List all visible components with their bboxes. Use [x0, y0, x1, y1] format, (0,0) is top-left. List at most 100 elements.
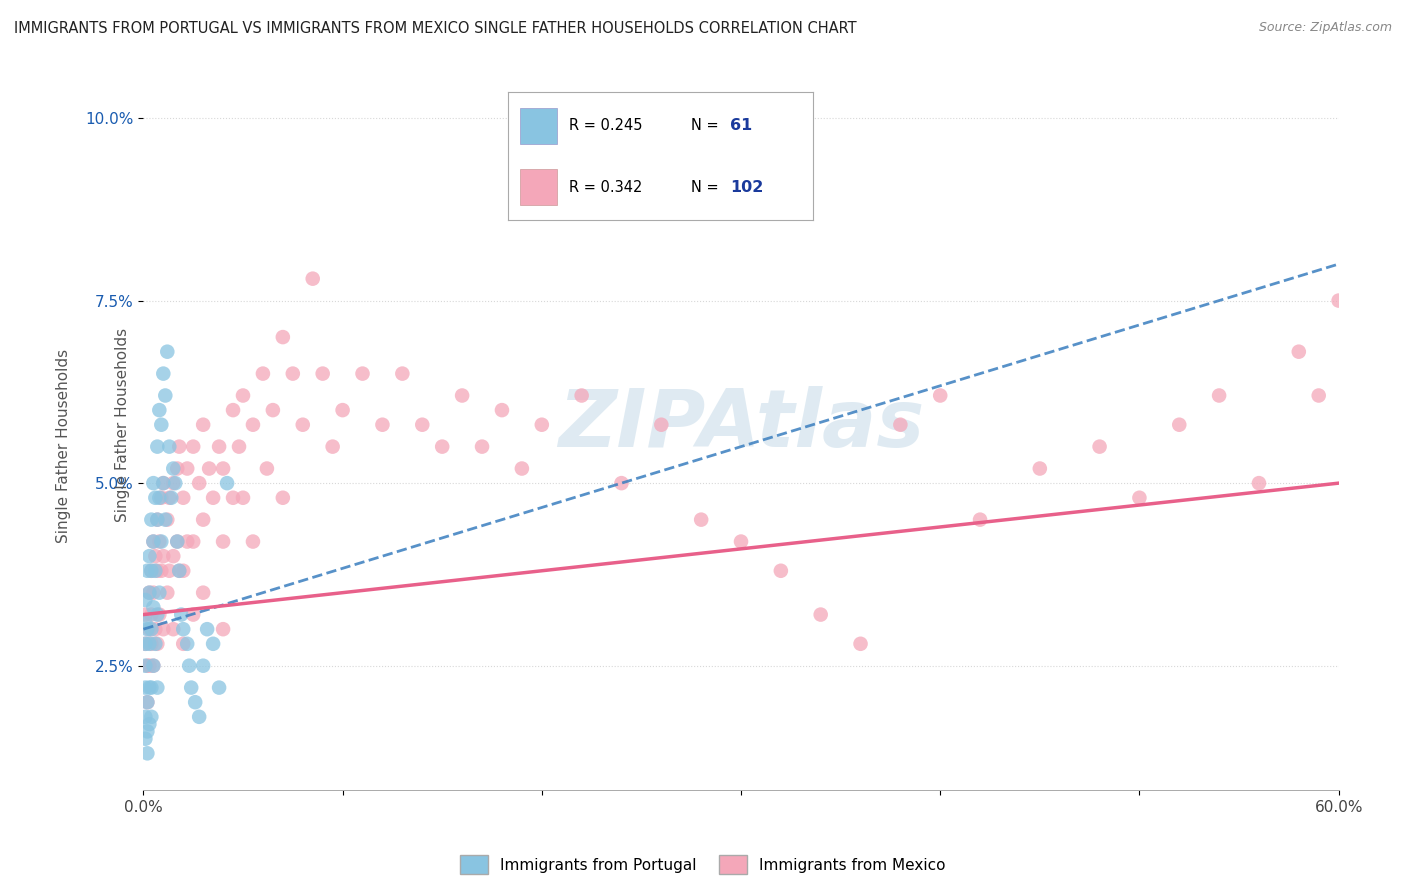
Point — [1247, 476, 1270, 491]
Point — [352, 367, 374, 381]
Point — [142, 534, 165, 549]
Point — [889, 417, 911, 432]
Point — [141, 637, 163, 651]
Point — [167, 564, 190, 578]
Point — [222, 403, 245, 417]
Point — [849, 637, 872, 651]
Point — [138, 717, 160, 731]
Point — [181, 534, 204, 549]
Point — [155, 513, 177, 527]
Point — [167, 440, 190, 454]
Point — [146, 513, 169, 527]
Point — [142, 658, 165, 673]
Point — [322, 440, 344, 454]
Point — [191, 585, 214, 599]
Point — [432, 440, 454, 454]
Point — [138, 622, 160, 636]
Point — [146, 637, 169, 651]
Point — [146, 564, 169, 578]
Point — [242, 534, 264, 549]
Point — [160, 491, 183, 505]
Point — [191, 417, 214, 432]
Point — [141, 564, 163, 578]
Point — [198, 461, 221, 475]
Point — [148, 607, 170, 622]
Point — [1308, 388, 1330, 402]
Point — [134, 710, 156, 724]
Point — [610, 476, 633, 491]
Point — [208, 681, 231, 695]
Point — [142, 585, 165, 599]
Point — [252, 367, 274, 381]
Point — [690, 513, 713, 527]
Point — [451, 388, 474, 402]
Point — [371, 417, 394, 432]
Point — [156, 344, 179, 359]
Point — [471, 440, 494, 454]
Point — [146, 513, 169, 527]
Point — [202, 637, 225, 651]
Point — [411, 417, 433, 432]
Point — [152, 476, 174, 491]
Point — [271, 491, 294, 505]
Point — [150, 534, 173, 549]
Point — [136, 564, 159, 578]
Point — [228, 440, 250, 454]
Point — [136, 622, 159, 636]
Point — [181, 440, 204, 454]
Point — [332, 403, 354, 417]
Point — [146, 681, 169, 695]
Point — [179, 658, 201, 673]
Point — [769, 564, 792, 578]
Point — [1327, 293, 1350, 308]
Point — [143, 637, 166, 651]
Point — [134, 607, 156, 622]
Point — [162, 461, 184, 475]
Point — [242, 417, 264, 432]
Point — [1029, 461, 1052, 475]
Point — [222, 491, 245, 505]
Point — [138, 549, 160, 563]
Point — [167, 564, 190, 578]
Point — [143, 549, 166, 563]
Point — [969, 513, 991, 527]
Point — [134, 615, 156, 629]
Point — [141, 710, 163, 724]
Point — [166, 534, 188, 549]
Point — [510, 461, 533, 475]
Text: Source: ZipAtlas.com: Source: ZipAtlas.com — [1258, 21, 1392, 34]
Point — [148, 585, 170, 599]
Text: IMMIGRANTS FROM PORTUGAL VS IMMIGRANTS FROM MEXICO SINGLE FATHER HOUSEHOLDS CORR: IMMIGRANTS FROM PORTUGAL VS IMMIGRANTS F… — [14, 21, 856, 36]
Point — [1128, 491, 1150, 505]
Point — [262, 403, 284, 417]
Point — [136, 747, 159, 761]
Point — [212, 534, 235, 549]
Point — [172, 564, 194, 578]
Point — [172, 622, 194, 636]
Point — [134, 593, 156, 607]
Point — [166, 534, 188, 549]
Point — [232, 491, 254, 505]
Point — [929, 388, 952, 402]
Point — [212, 622, 235, 636]
Point — [202, 491, 225, 505]
Point — [138, 658, 160, 673]
Point — [156, 585, 179, 599]
Point — [170, 607, 193, 622]
Legend: Immigrants from Portugal, Immigrants from Mexico: Immigrants from Portugal, Immigrants fro… — [454, 849, 952, 880]
Point — [143, 564, 166, 578]
Point — [208, 440, 231, 454]
Point — [188, 710, 211, 724]
Point — [134, 637, 156, 651]
Point — [148, 403, 170, 417]
Point — [530, 417, 553, 432]
Point — [1168, 417, 1191, 432]
Point — [162, 549, 184, 563]
Point — [152, 367, 174, 381]
Point — [142, 600, 165, 615]
Point — [138, 681, 160, 695]
Point — [138, 637, 160, 651]
Point — [141, 622, 163, 636]
Point — [215, 476, 238, 491]
Point — [136, 658, 159, 673]
